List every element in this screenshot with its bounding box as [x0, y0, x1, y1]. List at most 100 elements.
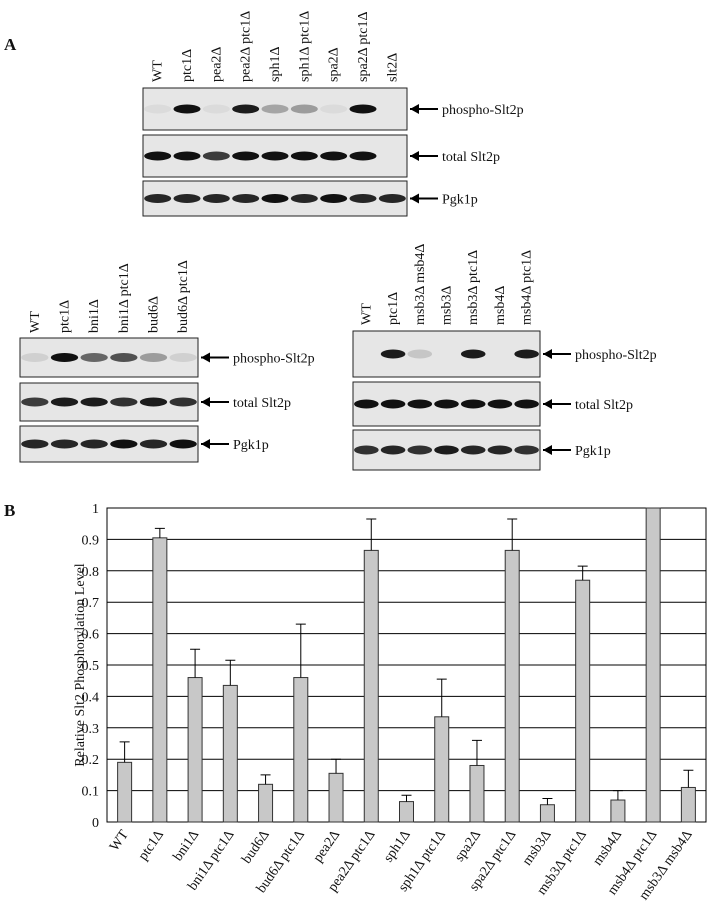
lane-label: sph1Δ: [268, 47, 283, 82]
y-tick-label: 0.1: [82, 785, 100, 800]
error-bar: [260, 774, 271, 785]
lane-label: sph1Δ ptc1Δ: [297, 11, 312, 82]
band: [169, 353, 197, 362]
band: [80, 353, 108, 362]
y-tick-label: 0.6: [82, 628, 100, 643]
band: [380, 399, 406, 409]
row-label: phospho-Slt2p: [442, 103, 524, 118]
bar: [575, 579, 591, 823]
bar: [363, 549, 379, 823]
bar: [152, 537, 168, 823]
error-bar: [190, 648, 201, 678]
lane-label: WT: [151, 60, 166, 82]
band: [380, 445, 406, 455]
lane-label: bud6Δ ptc1Δ: [176, 260, 191, 333]
arrow-head: [543, 445, 552, 455]
lane-label: bni1Δ: [87, 299, 102, 333]
lane-label: WT: [359, 303, 374, 325]
x-tick-label: ptc1Δ: [136, 828, 167, 864]
error-bar: [119, 741, 130, 763]
lane-label: slt2Δ: [385, 53, 400, 82]
bar: [645, 507, 661, 823]
error-bar: [295, 623, 306, 678]
band: [320, 151, 348, 161]
band: [110, 353, 138, 362]
y-tick-label: 0.8: [82, 565, 100, 580]
band: [21, 397, 49, 407]
band: [261, 151, 289, 161]
y-tick-label: 0.5: [82, 659, 100, 674]
band: [487, 445, 513, 455]
error-bar: [507, 518, 518, 551]
panel-label: B: [4, 501, 15, 520]
band: [460, 399, 486, 409]
band: [320, 104, 348, 114]
band: [80, 439, 108, 449]
band: [460, 349, 486, 359]
band: [232, 104, 260, 114]
band: [354, 445, 379, 455]
lane-label: msb4Δ ptc1Δ: [520, 250, 535, 325]
arrow-head: [201, 439, 210, 449]
row-label: Pgk1p: [442, 193, 478, 208]
lane-label: ptc1Δ: [180, 49, 195, 82]
band: [144, 194, 172, 203]
error-bar: [612, 790, 623, 801]
error-bar: [436, 678, 447, 717]
x-tick-label: msb3Δ: [520, 828, 555, 869]
row-label: total Slt2p: [233, 396, 291, 411]
bar: [222, 684, 238, 823]
band: [514, 399, 539, 409]
arrow-head: [410, 193, 419, 204]
band: [173, 194, 201, 203]
band: [487, 399, 513, 409]
arrow-head: [543, 399, 552, 409]
lane-label: spa2Δ: [327, 47, 342, 82]
band: [290, 194, 318, 203]
band: [407, 399, 433, 409]
band: [380, 349, 406, 359]
band: [139, 353, 168, 362]
band: [202, 194, 230, 203]
arrow-head: [410, 151, 419, 161]
band: [354, 399, 379, 409]
bar: [117, 761, 133, 823]
band: [202, 104, 230, 114]
band: [169, 397, 197, 407]
bar: [399, 801, 414, 823]
error-bar: [154, 527, 165, 538]
lane-label: pea2Δ: [209, 47, 224, 82]
band: [378, 194, 406, 203]
band: [139, 439, 168, 449]
bar: [610, 799, 626, 823]
arrow-head: [201, 397, 210, 407]
error-bar: [471, 739, 482, 766]
band: [349, 151, 377, 161]
band: [407, 349, 433, 359]
bar: [258, 783, 274, 823]
band: [434, 399, 459, 409]
y-tick-label: 0.9: [82, 533, 100, 548]
band: [21, 439, 49, 449]
lane-label: spa2Δ ptc1Δ: [356, 12, 371, 83]
arrow-head: [410, 104, 419, 114]
band: [173, 151, 201, 161]
bar: [469, 764, 485, 823]
x-tick-label: sph1Δ: [381, 828, 414, 866]
band: [50, 439, 79, 449]
blot-strip: [19, 425, 199, 463]
x-tick-label: bni1Δ: [171, 828, 203, 864]
band: [232, 194, 260, 203]
error-bar: [225, 659, 236, 686]
panel-label: A: [4, 35, 17, 54]
lane-label: pea2Δ ptc1Δ: [239, 11, 254, 82]
band: [514, 349, 539, 359]
y-axis-label: Relative Slt2 Phosphorylation Level: [73, 563, 88, 766]
row-label: phospho-Slt2p: [233, 352, 315, 367]
row-label: total Slt2p: [442, 150, 500, 165]
x-tick-label: msb4Δ: [590, 828, 625, 869]
lane-label: msb3Δ ptc1Δ: [466, 250, 481, 325]
lane-label: bni1Δ ptc1Δ: [117, 263, 132, 333]
band: [349, 104, 377, 114]
